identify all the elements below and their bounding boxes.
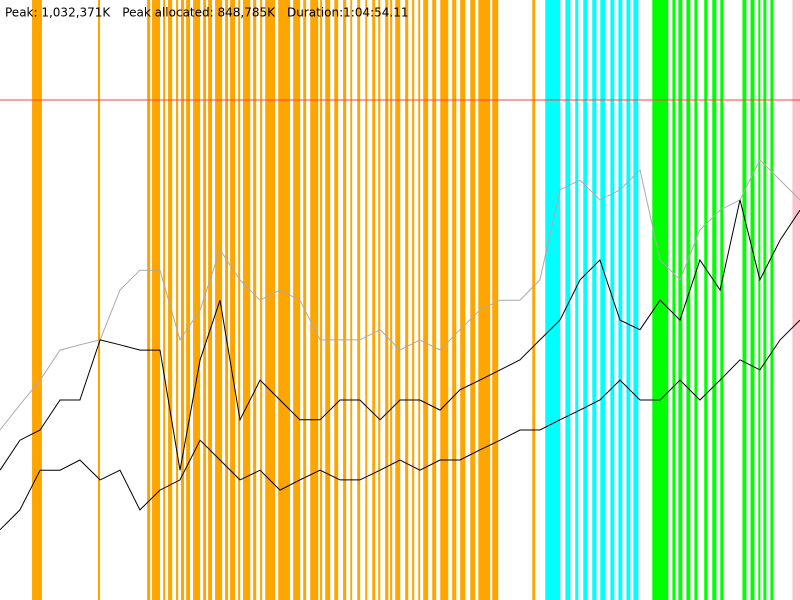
event-bands: [32, 0, 800, 600]
event-band: [208, 0, 213, 600]
header-text: Peak allocated: 848,785K: [122, 6, 276, 20]
event-band: [365, 0, 368, 600]
event-band: [686, 0, 691, 600]
event-band: [565, 0, 571, 600]
event-band: [583, 0, 588, 600]
header-text: Duration:1:04:54.11: [287, 6, 409, 20]
event-band: [460, 0, 466, 600]
event-band: [470, 0, 476, 600]
event-band: [168, 0, 173, 600]
event-band: [758, 0, 761, 600]
event-band: [163, 0, 166, 600]
event-band: [310, 0, 319, 600]
event-band: [238, 0, 241, 600]
event-band: [176, 0, 179, 600]
event-band: [395, 0, 401, 600]
event-band: [350, 0, 353, 600]
event-band: [320, 0, 323, 600]
event-band: [405, 0, 409, 600]
event-band: [180, 0, 185, 600]
event-band: [293, 0, 301, 600]
event-band: [742, 0, 747, 600]
event-band: [265, 0, 276, 600]
event-band: [325, 0, 331, 600]
header: Peak: 1,032,371K Peak allocated: 848,785K…: [5, 6, 409, 20]
event-band: [532, 0, 536, 600]
event-band: [432, 0, 437, 600]
event-band: [704, 0, 708, 600]
event-band: [610, 0, 615, 600]
event-band: [440, 0, 449, 600]
event-band: [763, 0, 767, 600]
event-band: [193, 0, 201, 600]
event-band: [600, 0, 606, 600]
event-band: [592, 0, 597, 600]
event-band: [750, 0, 755, 600]
event-band: [186, 0, 191, 600]
event-band: [633, 0, 639, 600]
event-band: [215, 0, 223, 600]
event-band: [225, 0, 229, 600]
event-band: [372, 0, 376, 600]
event-band: [672, 0, 676, 600]
event-band: [712, 0, 717, 600]
event-band: [357, 0, 361, 600]
event-band: [770, 0, 774, 600]
event-band: [626, 0, 631, 600]
event-band: [545, 0, 561, 600]
event-band: [303, 0, 307, 600]
event-band: [253, 0, 257, 600]
header-text: Peak: 1,032,371K: [5, 6, 111, 20]
event-band: [203, 0, 207, 600]
event-band: [243, 0, 251, 600]
series-line: [0, 199, 800, 471]
event-band: [230, 0, 236, 600]
series-lines: [0, 99, 800, 531]
event-band: [97, 0, 101, 600]
series-line: [0, 319, 800, 531]
event-band: [385, 0, 389, 600]
event-band: [278, 0, 291, 600]
event-band: [32, 0, 42, 600]
event-band: [478, 0, 491, 600]
event-band: [418, 0, 421, 600]
event-band: [618, 0, 623, 600]
event-band: [720, 0, 724, 600]
event-band: [452, 0, 457, 600]
event-band: [343, 0, 347, 600]
event-band: [412, 0, 415, 600]
event-band: [694, 0, 698, 600]
event-band: [147, 0, 151, 600]
event-band: [334, 0, 339, 600]
event-band: [792, 0, 800, 600]
event-band: [390, 0, 393, 600]
event-band: [152, 0, 161, 600]
series-line: [0, 158, 800, 431]
event-band: [678, 0, 683, 600]
event-band: [378, 0, 381, 600]
event-band: [575, 0, 579, 600]
event-band: [423, 0, 429, 600]
event-band: [492, 0, 499, 600]
